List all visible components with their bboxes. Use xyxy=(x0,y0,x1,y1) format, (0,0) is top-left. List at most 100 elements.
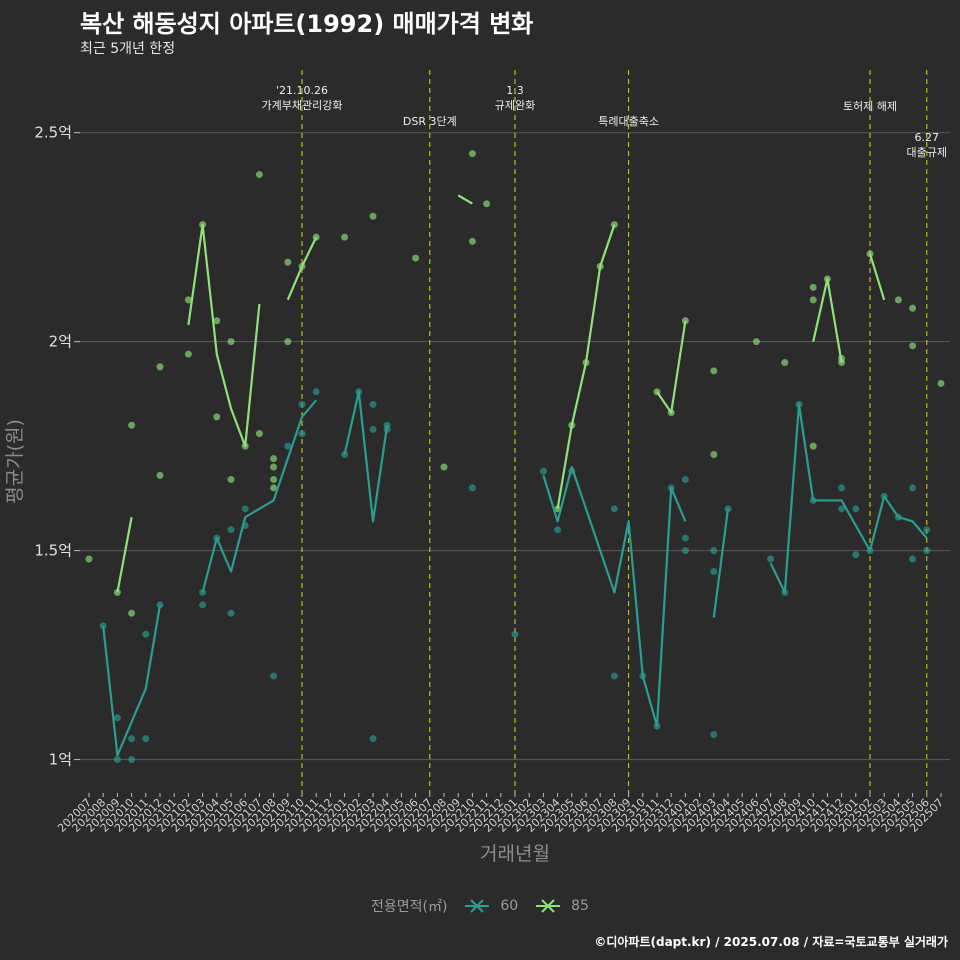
data-point-85 xyxy=(85,555,93,563)
data-point-60 xyxy=(710,547,718,555)
data-point-60 xyxy=(369,425,377,433)
data-point-85 xyxy=(483,200,491,208)
data-point-60 xyxy=(369,400,377,408)
data-point-85 xyxy=(255,170,263,178)
data-point-85 xyxy=(270,476,278,484)
data-point-60 xyxy=(681,534,689,542)
data-point-60 xyxy=(923,526,931,534)
data-point-60 xyxy=(128,735,136,743)
data-point-85 xyxy=(270,463,278,471)
data-point-60 xyxy=(468,484,476,492)
data-point-60 xyxy=(298,400,306,408)
series-line-60 xyxy=(712,508,730,618)
legend: 전용면적(㎡) 60 85 xyxy=(0,896,960,916)
data-point-60 xyxy=(284,442,292,450)
data-point-60 xyxy=(369,735,377,743)
data-point-60 xyxy=(312,388,320,396)
data-point-60 xyxy=(142,735,150,743)
event-label: 특례대출축소 xyxy=(598,115,659,128)
data-point-85 xyxy=(909,304,917,312)
data-point-60 xyxy=(681,476,689,484)
y-tick-label: 2.5억 xyxy=(34,124,72,142)
data-point-60 xyxy=(767,555,775,563)
series-line-85 xyxy=(457,194,473,205)
data-point-60 xyxy=(909,484,917,492)
data-point-60 xyxy=(838,505,846,513)
data-point-85 xyxy=(369,212,377,220)
data-point-85 xyxy=(809,296,817,304)
series-line-85 xyxy=(556,224,616,509)
data-point-85 xyxy=(809,283,817,291)
data-point-60 xyxy=(113,714,121,722)
data-point-85 xyxy=(781,359,789,367)
y-tick-label: 1.5억 xyxy=(34,542,72,560)
data-point-85 xyxy=(156,471,164,479)
data-point-85 xyxy=(710,450,718,458)
event-label: 1.3 xyxy=(506,84,524,97)
data-point-85 xyxy=(468,150,476,158)
chart-subtitle: 최근 5개년 한정 xyxy=(80,41,176,57)
data-point-60 xyxy=(681,547,689,555)
data-point-60 xyxy=(270,672,278,680)
event-label: 대출규제 xyxy=(907,146,947,159)
data-point-60 xyxy=(923,547,931,555)
event-label: 6.27 xyxy=(915,131,940,144)
series-line-60 xyxy=(343,390,389,523)
data-point-60 xyxy=(241,505,249,513)
data-point-85 xyxy=(213,413,221,421)
data-point-60 xyxy=(554,526,562,534)
legend-symbol-85 xyxy=(533,896,563,916)
data-point-85 xyxy=(227,476,235,484)
data-point-85 xyxy=(128,609,136,617)
event-label: DSR 3단계 xyxy=(403,115,457,128)
data-point-85 xyxy=(894,296,902,304)
data-point-60 xyxy=(909,555,917,563)
data-point-85 xyxy=(255,430,263,438)
data-point-85 xyxy=(156,363,164,371)
series-line-60 xyxy=(102,604,162,757)
event-label: 규제완화 xyxy=(495,99,535,112)
data-point-60 xyxy=(199,601,207,609)
data-point-60 xyxy=(227,526,235,534)
series-line-85 xyxy=(116,516,133,593)
series-line-60 xyxy=(201,399,318,593)
y-tick-label: 2억 xyxy=(49,333,72,351)
data-point-85 xyxy=(710,367,718,375)
data-point-85 xyxy=(213,317,221,325)
series-line-60 xyxy=(769,403,928,594)
data-point-60 xyxy=(227,609,235,617)
data-point-85 xyxy=(341,233,349,241)
legend-title: 전용면적(㎡) xyxy=(371,899,448,915)
data-point-85 xyxy=(270,484,278,492)
legend-label-60: 60 xyxy=(500,898,519,914)
data-point-60 xyxy=(128,756,136,764)
data-point-60 xyxy=(610,505,618,513)
data-point-60 xyxy=(710,730,718,738)
data-point-60 xyxy=(710,568,718,576)
series-line-85 xyxy=(187,223,261,448)
legend-label-85: 85 xyxy=(571,898,589,914)
data-point-60 xyxy=(838,484,846,492)
data-point-85 xyxy=(752,338,760,346)
data-point-85 xyxy=(227,338,235,346)
series-line-85 xyxy=(286,236,318,301)
data-point-60 xyxy=(298,430,306,438)
series-line-85 xyxy=(812,277,843,363)
y-axis-title: 평균가(원) xyxy=(4,419,26,504)
data-point-85 xyxy=(270,455,278,463)
data-point-85 xyxy=(468,237,476,245)
data-point-85 xyxy=(412,254,420,262)
data-point-60 xyxy=(852,505,860,513)
event-label: 토허제 해제 xyxy=(843,99,897,113)
series-line-85 xyxy=(656,320,687,414)
data-point-60 xyxy=(852,551,860,559)
source-caption: ©디아파트(dapt.kr) / 2025.07.08 / 자료=국토교통부 실… xyxy=(594,935,948,949)
data-point-85 xyxy=(809,442,817,450)
data-point-85 xyxy=(909,342,917,350)
data-point-85 xyxy=(284,258,292,266)
data-point-60 xyxy=(539,467,547,475)
data-point-60 xyxy=(511,630,519,638)
data-point-85 xyxy=(440,463,448,471)
